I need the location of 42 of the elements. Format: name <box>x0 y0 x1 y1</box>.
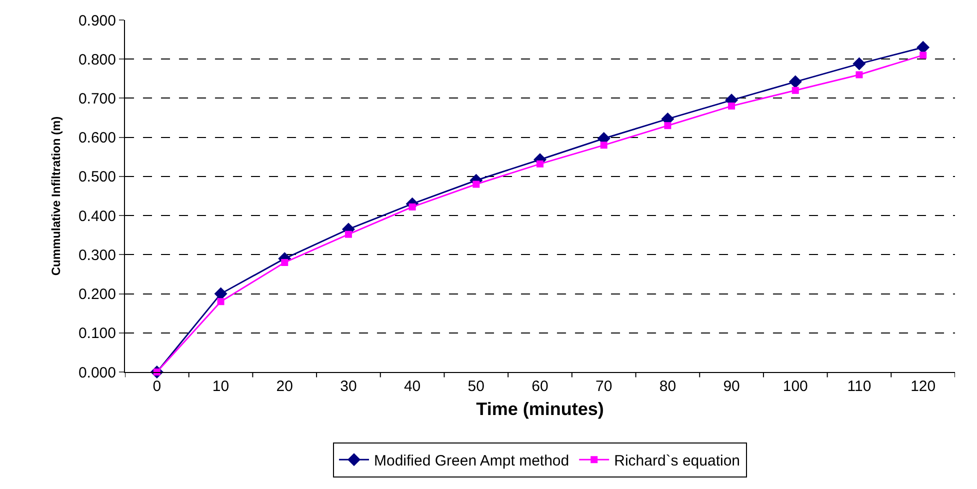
point <box>664 122 672 130</box>
point <box>920 52 927 59</box>
legend-label: Modified Green Ampt method <box>374 452 570 470</box>
point <box>217 298 224 306</box>
x-tick-label: 10 <box>212 378 230 395</box>
x-tick-label: 120 <box>910 378 936 395</box>
point <box>916 40 930 54</box>
x-tick-label: 110 <box>847 378 872 395</box>
y-tick-label: 0.900 <box>78 12 116 30</box>
point <box>852 57 866 70</box>
x-tick-label: 30 <box>340 378 357 395</box>
y-tick-label: 0.600 <box>78 130 116 147</box>
x-tick-label: 80 <box>659 378 676 395</box>
point <box>214 287 228 300</box>
x-tick-label: 20 <box>276 378 293 395</box>
legend-label: Richard`s equation <box>614 452 740 470</box>
point <box>536 160 544 168</box>
x-tick-label: 60 <box>532 378 548 395</box>
x-tick-label: 0 <box>152 378 162 395</box>
y-tick-label: 0.700 <box>78 90 116 108</box>
y-tick-label: 0.300 <box>78 246 116 264</box>
y-tick-label: 0.100 <box>78 325 116 342</box>
point <box>600 142 608 149</box>
x-tick-label: 70 <box>596 378 612 395</box>
y-tick-label: 0.500 <box>78 168 116 186</box>
x-tick-label: 100 <box>782 378 808 395</box>
point <box>728 102 736 110</box>
point <box>472 180 480 188</box>
x-tick-label: 90 <box>723 378 740 395</box>
point <box>788 75 802 88</box>
x-tick-label: 40 <box>404 378 421 395</box>
x-axis-title: Time (minutes) <box>476 399 604 420</box>
y-tick-label: 0.200 <box>78 286 116 304</box>
y-tick-label: 0.800 <box>78 51 116 68</box>
point <box>344 230 352 238</box>
point <box>856 71 863 78</box>
point <box>281 258 288 266</box>
y-tick-label: 0.400 <box>78 208 116 225</box>
y-axis-title: Cummulative Infiltration (m) <box>48 116 63 276</box>
x-tick-label: 50 <box>468 378 484 395</box>
point <box>792 86 799 94</box>
y-tick-label: 0.000 <box>78 364 116 382</box>
